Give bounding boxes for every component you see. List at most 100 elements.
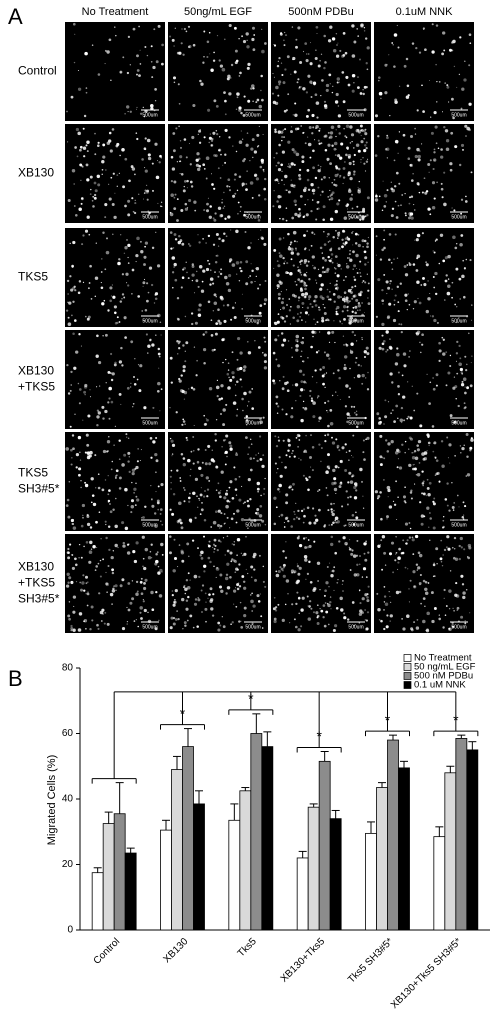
- cell-dot: [351, 601, 355, 604]
- cell-dot: [458, 557, 461, 561]
- cell-dot: [335, 391, 337, 393]
- cell-dot: [288, 298, 291, 300]
- cell-dot: [93, 196, 97, 200]
- cell-dot: [395, 216, 399, 219]
- cell-dot: [351, 216, 354, 219]
- cell-dot: [85, 541, 89, 544]
- cell-dot: [344, 241, 348, 245]
- cell-dot: [90, 188, 92, 191]
- cell-dot: [356, 573, 360, 577]
- cell-dot: [237, 201, 240, 204]
- cell-dot: [353, 82, 355, 84]
- cell-dot: [441, 196, 444, 199]
- cell-dot: [155, 60, 159, 64]
- cell-dot: [342, 182, 344, 185]
- cell-dot: [214, 212, 217, 215]
- cell-dot: [258, 554, 261, 557]
- cell-dot: [349, 480, 354, 484]
- cell-dot: [307, 260, 310, 263]
- cell-dot: [196, 625, 199, 628]
- cell-dot: [321, 270, 325, 274]
- cell-dot: [327, 509, 330, 512]
- cell-dot: [203, 518, 207, 522]
- cell-dot: [259, 504, 263, 508]
- cell-dot: [131, 167, 136, 171]
- cell-dot: [309, 303, 312, 306]
- cell-dot: [108, 548, 111, 552]
- cell-dot: [184, 350, 186, 352]
- cell-dot: [222, 361, 224, 364]
- cell-dot: [421, 84, 423, 87]
- cell-dot: [461, 515, 465, 519]
- cell-dot: [444, 129, 449, 133]
- cell-dot: [434, 292, 438, 296]
- cell-dot: [217, 621, 221, 625]
- cell-dot: [344, 541, 348, 546]
- cell-dot: [136, 54, 139, 58]
- cell-dot: [401, 551, 405, 555]
- cell-dot: [155, 590, 158, 594]
- cell-dot: [386, 450, 390, 453]
- cell-dot: [290, 179, 292, 181]
- cell-dot: [448, 48, 453, 52]
- cell-dot: [446, 84, 449, 87]
- cell-dot: [82, 419, 84, 421]
- cell-dot: [170, 381, 173, 384]
- cell-dot: [287, 340, 290, 342]
- cell-dot: [287, 190, 291, 194]
- cell-dot: [425, 190, 429, 193]
- cell-dot: [147, 611, 149, 614]
- cell-dot: [245, 183, 248, 185]
- cell-dot: [428, 526, 430, 528]
- cell-dot: [423, 451, 428, 455]
- cell-dot: [204, 592, 207, 595]
- cell-dot: [319, 168, 322, 170]
- cell-dot: [364, 593, 368, 597]
- cell-dot: [419, 501, 422, 504]
- cell-dot: [318, 443, 321, 446]
- cell-dot: [471, 355, 473, 357]
- cell-dot: [234, 477, 238, 481]
- cell-dot: [413, 621, 416, 624]
- cell-dot: [381, 209, 384, 212]
- cell-dot: [278, 143, 281, 147]
- cell-dot: [447, 278, 450, 280]
- cell-dot: [118, 360, 123, 364]
- cell-dot: [282, 550, 285, 553]
- cell-dot: [188, 518, 193, 522]
- cell-dot: [273, 190, 275, 192]
- cell-dot: [285, 493, 289, 497]
- cell-dot: [278, 483, 282, 488]
- cell-dot: [131, 468, 136, 473]
- cell-dot: [120, 234, 122, 236]
- cell-dot: [398, 466, 403, 470]
- cell-dot: [394, 294, 397, 297]
- cell-dot: [144, 46, 147, 48]
- cell-dot: [273, 522, 277, 526]
- cell-dot: [402, 133, 406, 137]
- cell-dot: [107, 499, 111, 503]
- cell-dot: [255, 454, 257, 456]
- cell-dot: [154, 142, 158, 146]
- cell-dot: [315, 518, 319, 522]
- cell-dot: [355, 143, 360, 147]
- cell-dot: [73, 605, 75, 607]
- cell-dot: [247, 351, 252, 355]
- cell-dot: [431, 619, 435, 624]
- cell-dot: [228, 186, 231, 188]
- cell-dot: [213, 218, 217, 222]
- cell-dot: [82, 517, 84, 519]
- cell-dot: [301, 155, 305, 159]
- cell-dot: [187, 572, 190, 575]
- cell-dot: [469, 384, 473, 388]
- cell-dot: [143, 192, 146, 194]
- cell-dot: [320, 609, 324, 613]
- cell-dot: [102, 155, 106, 159]
- cell-dot: [242, 554, 244, 557]
- cell-dot: [287, 519, 290, 523]
- cell-dot: [293, 150, 297, 154]
- cell-dot: [332, 372, 335, 375]
- cell-dot: [442, 338, 445, 341]
- cell-dot: [348, 161, 352, 166]
- cell-dot: [150, 104, 154, 108]
